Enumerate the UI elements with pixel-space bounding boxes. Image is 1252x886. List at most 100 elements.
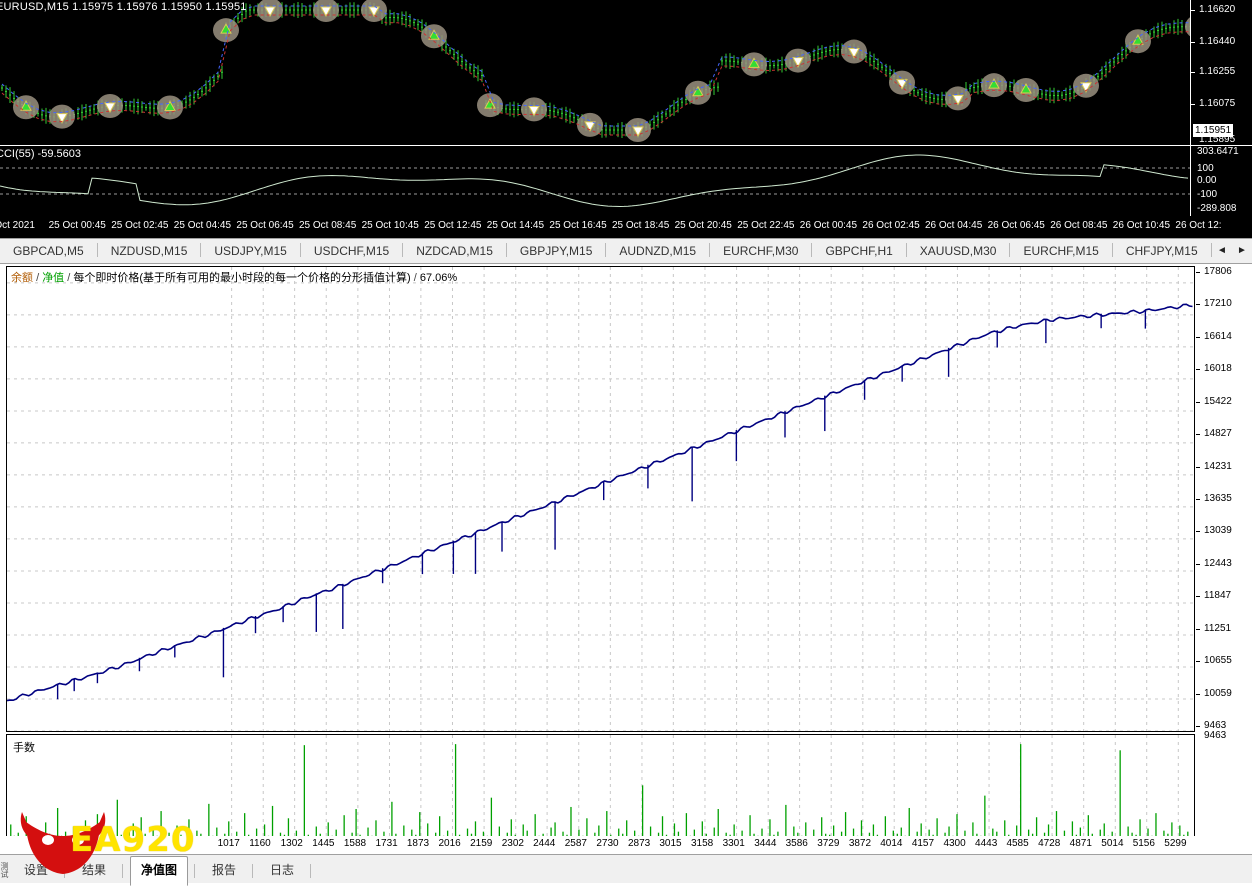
bottom-tab-divider <box>194 864 195 878</box>
legend-model: 每个即时价格(基于所有可用的最小时段的每一个价格的分形插值计算) <box>73 272 411 284</box>
equity-x-label: 1873 <box>406 838 430 849</box>
volume-value-axis[interactable]: 9463 <box>1196 730 1252 845</box>
equity-x-axis[interactable]: 1017 1160 1302 1445 1588 1731 1873 2016 2159 2302… <box>0 836 1252 854</box>
time-axis-label: 26 Oct 02:45 <box>862 220 920 231</box>
equity-axis-label: 17210 <box>1204 298 1232 310</box>
bottom-tab-0[interactable]: 设置 <box>24 863 49 877</box>
bottom-tab-2[interactable]: 净值图 <box>130 856 189 886</box>
equity-axis-tick <box>1196 563 1200 565</box>
equity-axis-tick <box>1196 304 1200 306</box>
symbol-tab-nzdcad-m15[interactable]: NZDCAD,M15 <box>416 244 493 258</box>
equity-x-label: 2444 <box>533 838 556 849</box>
symbol-tab-usdchf-m15[interactable]: USDCHF,M15 <box>313 244 390 258</box>
symbol-tab-divider <box>811 242 813 257</box>
price-tick-3: 1.16075 <box>1199 98 1236 109</box>
time-axis-label: 25 Oct 08:45 <box>299 220 357 231</box>
equity-axis-tick <box>1196 531 1200 533</box>
equity-x-label: 4443 <box>975 838 998 849</box>
cci-indicator-pane[interactable]: CCI(55) -59.5603 303.6471 100 0.00 -100 … <box>0 145 1252 216</box>
time-axis-label: 25 Oct 12:45 <box>424 220 482 231</box>
cci-tick-2: 0.00 <box>1197 175 1217 186</box>
equity-axis-label: 17806 <box>1204 266 1232 277</box>
symbol-tab-nzdusd-m15[interactable]: NZDUSD,M15 <box>110 244 188 258</box>
symbol-scroll-right-arrow[interactable]: ► <box>1232 239 1252 263</box>
symbol-tab-audnzd-m15[interactable]: AUDNZD,M15 <box>619 244 697 258</box>
time-axis-label: 26 Oct 00:45 <box>799 220 858 231</box>
bottom-tab-1[interactable]: 结果 <box>82 863 107 877</box>
equity-plot-frame[interactable]: 余额 / 净值 / 每个即时价格(基于所有可用的最小时段的每一个价格的分形插值计… <box>6 266 1195 732</box>
time-axis-label: 25 Oct 04:45 <box>173 220 232 231</box>
equity-x-label: 3301 <box>722 838 745 849</box>
bottom-tab-divider <box>64 864 65 878</box>
time-axis-label: 25 Oct 20:45 <box>674 220 732 231</box>
time-axis-label: 25 Oct 02:45 <box>111 220 169 231</box>
symbol-tab-gbpjpy-m15[interactable]: GBPJPY,M15 <box>519 244 593 258</box>
price-axis[interactable]: 1.16620 1.16440 1.16255 1.16075 1.15895 … <box>1190 0 1252 145</box>
equity-axis-label: 16018 <box>1204 363 1232 375</box>
price-chart-pane[interactable]: EURUSD,M15 1.15975 1.15976 1.15950 1.159… <box>0 0 1252 145</box>
equity-x-label: 3444 <box>754 838 777 849</box>
equity-axis-label: 16614 <box>1204 330 1232 342</box>
cci-tick-0: 303.6471 <box>1197 146 1239 157</box>
equity-axis-label: 14231 <box>1204 460 1232 472</box>
price-chart-svg <box>1 0 1190 142</box>
equity-axis-label: 13039 <box>1204 525 1232 537</box>
equity-x-label: 2016 <box>438 838 461 849</box>
equity-curve-svg <box>7 267 1194 731</box>
symbol-tab-usdjpy-m15[interactable]: USDJPY,M15 <box>214 244 287 258</box>
equity-x-label: 1017 <box>217 838 240 849</box>
time-axis-label: 25 Oct 16:45 <box>549 220 607 231</box>
symbol-tab-bar[interactable]: GBPCAD,M5 NZDUSD,M15 USDJPY,M15 USDCHF,M15 N… <box>0 238 1252 264</box>
current-price-label: 1.15951 <box>1193 124 1234 137</box>
equity-axis-tick <box>1196 466 1200 468</box>
cci-svg <box>0 154 1190 208</box>
symbol-tab-divider <box>905 242 907 257</box>
cci-plot[interactable] <box>0 146 1190 216</box>
symbol-tab-divider <box>96 242 98 257</box>
equity-axis-label: 14827 <box>1204 428 1232 440</box>
equity-axis-tick <box>1196 434 1200 436</box>
symbol-tab-eurchf-m15[interactable]: EURCHF,M15 <box>1023 244 1099 258</box>
cci-tick-1: 100 <box>1197 163 1214 174</box>
equity-value-axis[interactable]: 17806 17210 16614 16018 15422 14827 14231 13635… <box>1196 266 1252 732</box>
symbol-tab-gbpcad-m5[interactable]: GBPCAD,M5 <box>13 244 84 258</box>
symbol-scroll-left-arrow[interactable]: ◄ <box>1212 239 1232 263</box>
price-chart-title: EURUSD,M15 1.15975 1.15976 1.15950 1.159… <box>0 1 247 13</box>
equity-x-label: 3729 <box>817 838 840 849</box>
bottom-tab-4[interactable]: 日志 <box>270 863 295 877</box>
symbol-tab-gbpchf-h1[interactable]: GBPCHF,H1 <box>825 244 893 258</box>
equity-axis-label: 13635 <box>1204 493 1232 504</box>
equity-axis-tick <box>1196 336 1200 338</box>
bottom-tab-3[interactable]: 报告 <box>212 863 237 877</box>
legend-equity: 净值 <box>42 272 65 284</box>
time-axis[interactable]: 2 Oct 2021 25 Oct 00:45 25 Oct 02:45 25 Oct… <box>0 216 1252 238</box>
equity-axis-label: 10655 <box>1204 655 1232 667</box>
symbol-tab-chfjpy-m15[interactable]: CHFJPY,M15 <box>1125 244 1198 258</box>
equity-axis-label: 12443 <box>1204 557 1232 569</box>
time-axis-label: 26 Oct 10:45 <box>1112 220 1171 231</box>
legend-sep-2: / <box>67 272 71 284</box>
equity-x-label: 3872 <box>848 838 872 849</box>
time-axis-label: 25 Oct 06:45 <box>236 220 294 231</box>
equity-x-label: 2730 <box>596 838 619 849</box>
volume-plot-frame[interactable]: 手数 <box>6 734 1195 845</box>
equity-x-label: 5014 <box>1101 838 1124 849</box>
equity-x-label: 3586 <box>785 838 808 849</box>
symbol-tab-divider <box>1009 242 1011 257</box>
equity-x-label: 2873 <box>627 838 651 849</box>
time-axis-label: 26 Oct 04:45 <box>925 220 983 231</box>
volume-label: 手数 <box>13 742 35 754</box>
symbol-tab-divider <box>605 242 607 257</box>
time-axis-label: 25 Oct 00:45 <box>48 220 106 231</box>
price-tick-0: 1.16620 <box>1199 4 1236 15</box>
cci-axis[interactable]: 303.6471 100 0.00 -100 -289.808 <box>1190 146 1252 216</box>
equity-x-label: 1160 <box>249 838 271 849</box>
price-chart-plot[interactable] <box>0 0 1190 145</box>
equity-axis-tick <box>1196 628 1200 630</box>
equity-axis-label: 11251 <box>1204 622 1232 634</box>
tester-bottom-tab-bar[interactable]: 设置 结果 净值图 报告 日志 <box>0 854 1252 886</box>
equity-axis-tick <box>1196 499 1200 500</box>
symbol-tab-xauusd-m30[interactable]: XAUUSD,M30 <box>919 244 997 258</box>
symbol-tab-eurchf-m30[interactable]: EURCHF,M30 <box>723 244 799 258</box>
